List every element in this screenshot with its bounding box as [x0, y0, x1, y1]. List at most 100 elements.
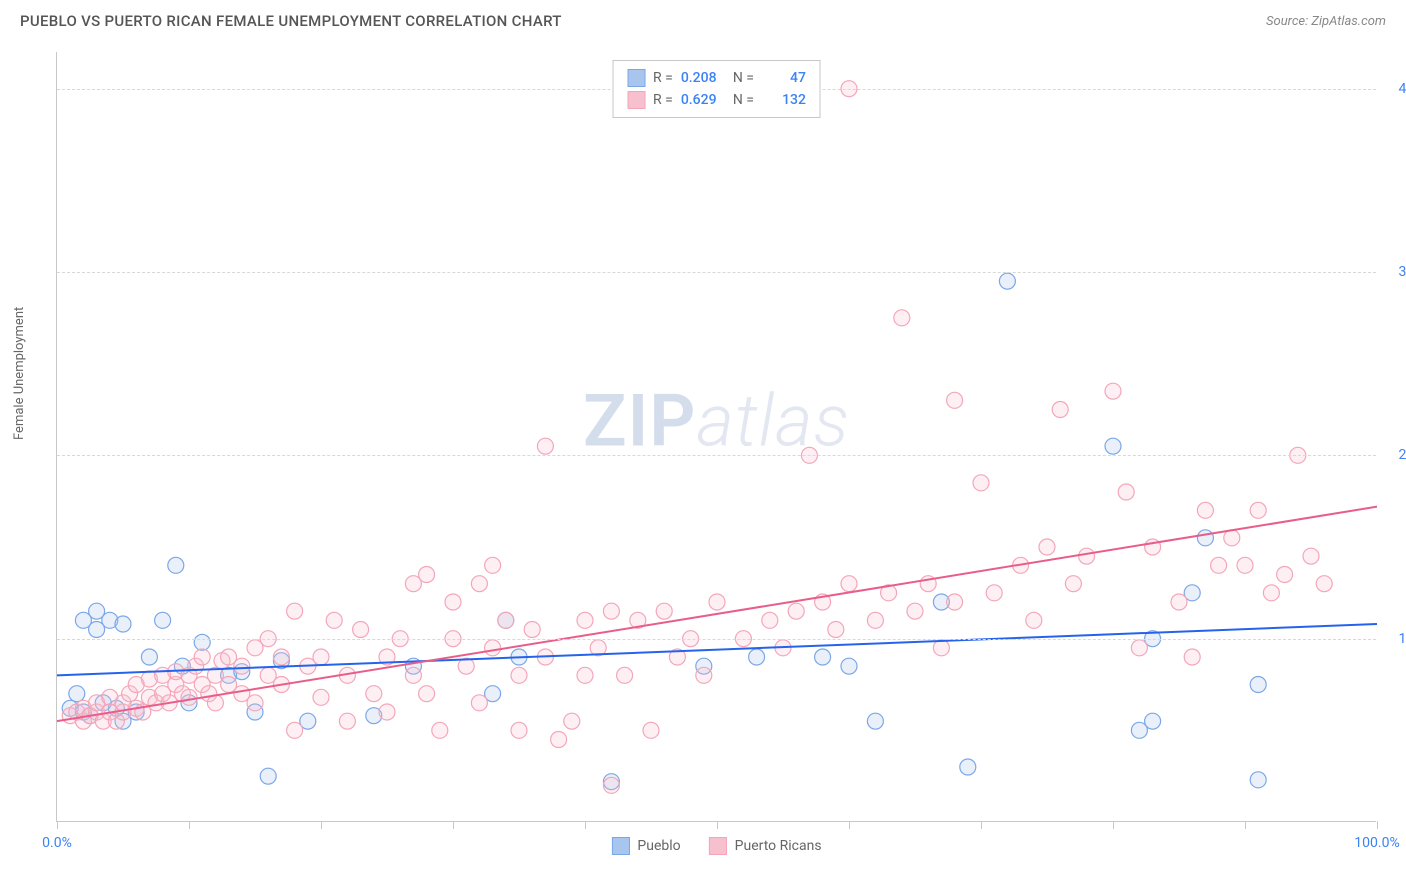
grid-line	[57, 455, 1376, 456]
x-tick	[981, 821, 982, 829]
data-point	[273, 649, 289, 665]
data-point	[432, 722, 448, 738]
data-point	[1237, 557, 1253, 573]
legend-label: Puerto Ricans	[735, 838, 822, 854]
source-attribution: Source: ZipAtlas.com	[1266, 14, 1386, 29]
data-point	[643, 722, 659, 738]
data-point	[973, 475, 989, 491]
data-point	[947, 392, 963, 408]
data-point	[168, 557, 184, 573]
legend-n-value-pueblo: 47	[762, 67, 806, 89]
grid-line	[57, 639, 1376, 640]
legend-swatch-pueblo	[627, 69, 645, 87]
data-point	[1039, 539, 1055, 555]
data-point	[762, 612, 778, 628]
data-point	[1065, 576, 1081, 592]
legend-r-label: R =	[653, 67, 673, 89]
data-point	[867, 612, 883, 628]
legend-item-pr: Puerto Ricans	[709, 837, 822, 855]
data-point	[1171, 594, 1187, 610]
data-point	[339, 713, 355, 729]
data-point	[1197, 530, 1213, 546]
data-point	[1026, 612, 1042, 628]
data-point	[1250, 502, 1266, 518]
data-point	[1105, 383, 1121, 399]
data-point	[841, 576, 857, 592]
data-point	[986, 585, 1002, 601]
data-point	[498, 612, 514, 628]
data-point	[1250, 677, 1266, 693]
data-point	[524, 622, 540, 638]
legend-swatch-icon	[709, 837, 727, 855]
y-axis-label: Female Unemployment	[12, 307, 27, 440]
data-point	[485, 557, 501, 573]
data-point	[1105, 438, 1121, 454]
y-tick-label: 30.0%	[1398, 264, 1406, 280]
x-tick	[321, 821, 322, 829]
data-point	[564, 713, 580, 729]
data-point	[234, 658, 250, 674]
data-point	[960, 759, 976, 775]
data-point	[1079, 548, 1095, 564]
legend-r-value-pr: 0.629	[681, 89, 725, 111]
scatter-svg	[57, 52, 1376, 821]
x-tick-label: 0.0%	[42, 835, 72, 851]
data-point	[894, 310, 910, 326]
x-tick	[585, 821, 586, 829]
data-point	[1184, 649, 1200, 665]
data-point	[1316, 576, 1332, 592]
legend-n-value-pr: 132	[762, 89, 806, 111]
data-point	[353, 622, 369, 638]
data-point	[115, 616, 131, 632]
data-point	[709, 594, 725, 610]
y-tick-label: 20.0%	[1398, 447, 1406, 463]
data-point	[287, 603, 303, 619]
legend-label: Pueblo	[637, 838, 680, 854]
data-point	[405, 667, 421, 683]
data-point	[194, 634, 210, 650]
legend-row-pr: R = 0.629 N = 132	[627, 89, 806, 111]
data-point	[326, 612, 342, 628]
data-point	[617, 667, 633, 683]
data-point	[656, 603, 672, 619]
data-point	[260, 768, 276, 784]
x-tick-label: 100.0%	[1354, 835, 1399, 851]
x-tick	[717, 821, 718, 829]
data-point	[749, 649, 765, 665]
data-point	[537, 438, 553, 454]
data-point	[471, 695, 487, 711]
legend-n-label: N =	[733, 89, 754, 111]
x-tick	[189, 821, 190, 829]
legend-r-label: R =	[653, 89, 673, 111]
data-point	[1250, 772, 1266, 788]
data-point	[141, 649, 157, 665]
data-point	[419, 686, 435, 702]
regression-line	[57, 507, 1377, 722]
data-point	[577, 667, 593, 683]
data-point	[1277, 567, 1293, 583]
data-point	[603, 777, 619, 793]
data-point	[696, 667, 712, 683]
data-point	[947, 594, 963, 610]
data-point	[1224, 530, 1240, 546]
x-tick	[1377, 821, 1378, 829]
data-point	[1052, 402, 1068, 418]
data-point	[247, 695, 263, 711]
legend-item-pueblo: Pueblo	[611, 837, 680, 855]
data-point	[155, 612, 171, 628]
y-tick-label: 10.0%	[1398, 631, 1406, 647]
data-point	[313, 649, 329, 665]
data-point	[485, 640, 501, 656]
data-point	[511, 667, 527, 683]
legend-n-label: N =	[733, 67, 754, 89]
data-point	[366, 686, 382, 702]
data-point	[419, 567, 435, 583]
data-point	[841, 658, 857, 674]
x-tick	[1245, 821, 1246, 829]
data-point	[1118, 484, 1134, 500]
legend-row-pueblo: R = 0.208 N = 47	[627, 67, 806, 89]
x-tick	[453, 821, 454, 829]
x-tick	[849, 821, 850, 829]
data-point	[379, 704, 395, 720]
legend-swatch-pr	[627, 91, 645, 109]
